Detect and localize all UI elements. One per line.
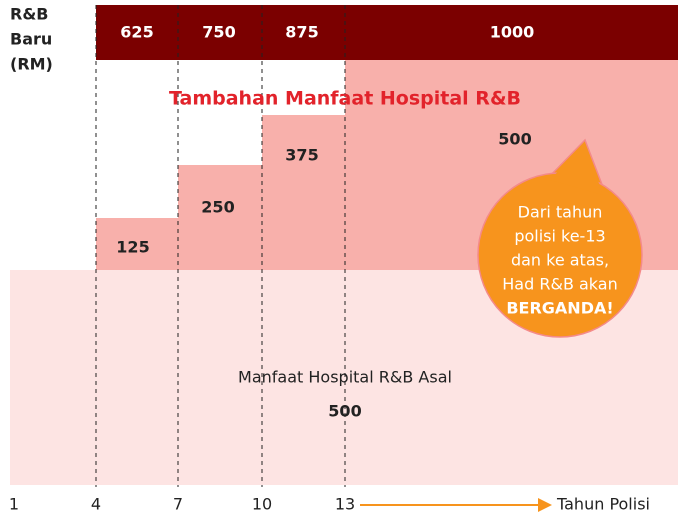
callout-tail-fill — [550, 143, 603, 195]
callout-emphasis: BERGANDA! — [506, 299, 613, 318]
arrow-head — [538, 498, 552, 512]
step-value: 375 — [285, 146, 318, 165]
step-value: 250 — [201, 198, 234, 217]
step — [96, 218, 178, 270]
y-label: (RM) — [10, 55, 53, 74]
step-value: 500 — [498, 130, 531, 149]
callout-text: Dari tahun — [518, 203, 603, 222]
callout-text: polisi ke-13 — [514, 227, 605, 246]
x-tick: 7 — [173, 495, 183, 514]
header-value: 625 — [120, 23, 153, 42]
header-band — [96, 5, 678, 60]
step — [178, 165, 262, 270]
header-value: 1000 — [490, 23, 535, 42]
x-axis-label: Tahun Polisi — [556, 495, 650, 514]
step-value: 125 — [116, 238, 149, 257]
base-label: Manfaat Hospital R&B Asal — [238, 368, 452, 387]
title: Tambahan Manfaat Hospital R&B — [169, 88, 521, 110]
callout: Dari tahun polisi ke-13 dan ke atas, Had… — [477, 138, 643, 338]
x-tick: 4 — [91, 495, 101, 514]
callout-text: dan ke atas, — [511, 251, 609, 270]
base-value: 500 — [328, 402, 361, 421]
x-tick: 1 — [9, 495, 19, 514]
y-label: Baru — [10, 30, 52, 49]
header-value: 750 — [202, 23, 235, 42]
step — [262, 115, 345, 270]
x-tick: 10 — [252, 495, 272, 514]
header-value: 875 — [285, 23, 318, 42]
y-label: R&B — [10, 5, 48, 24]
callout-text: Had R&B akan — [502, 275, 617, 294]
x-tick: 13 — [335, 495, 355, 514]
